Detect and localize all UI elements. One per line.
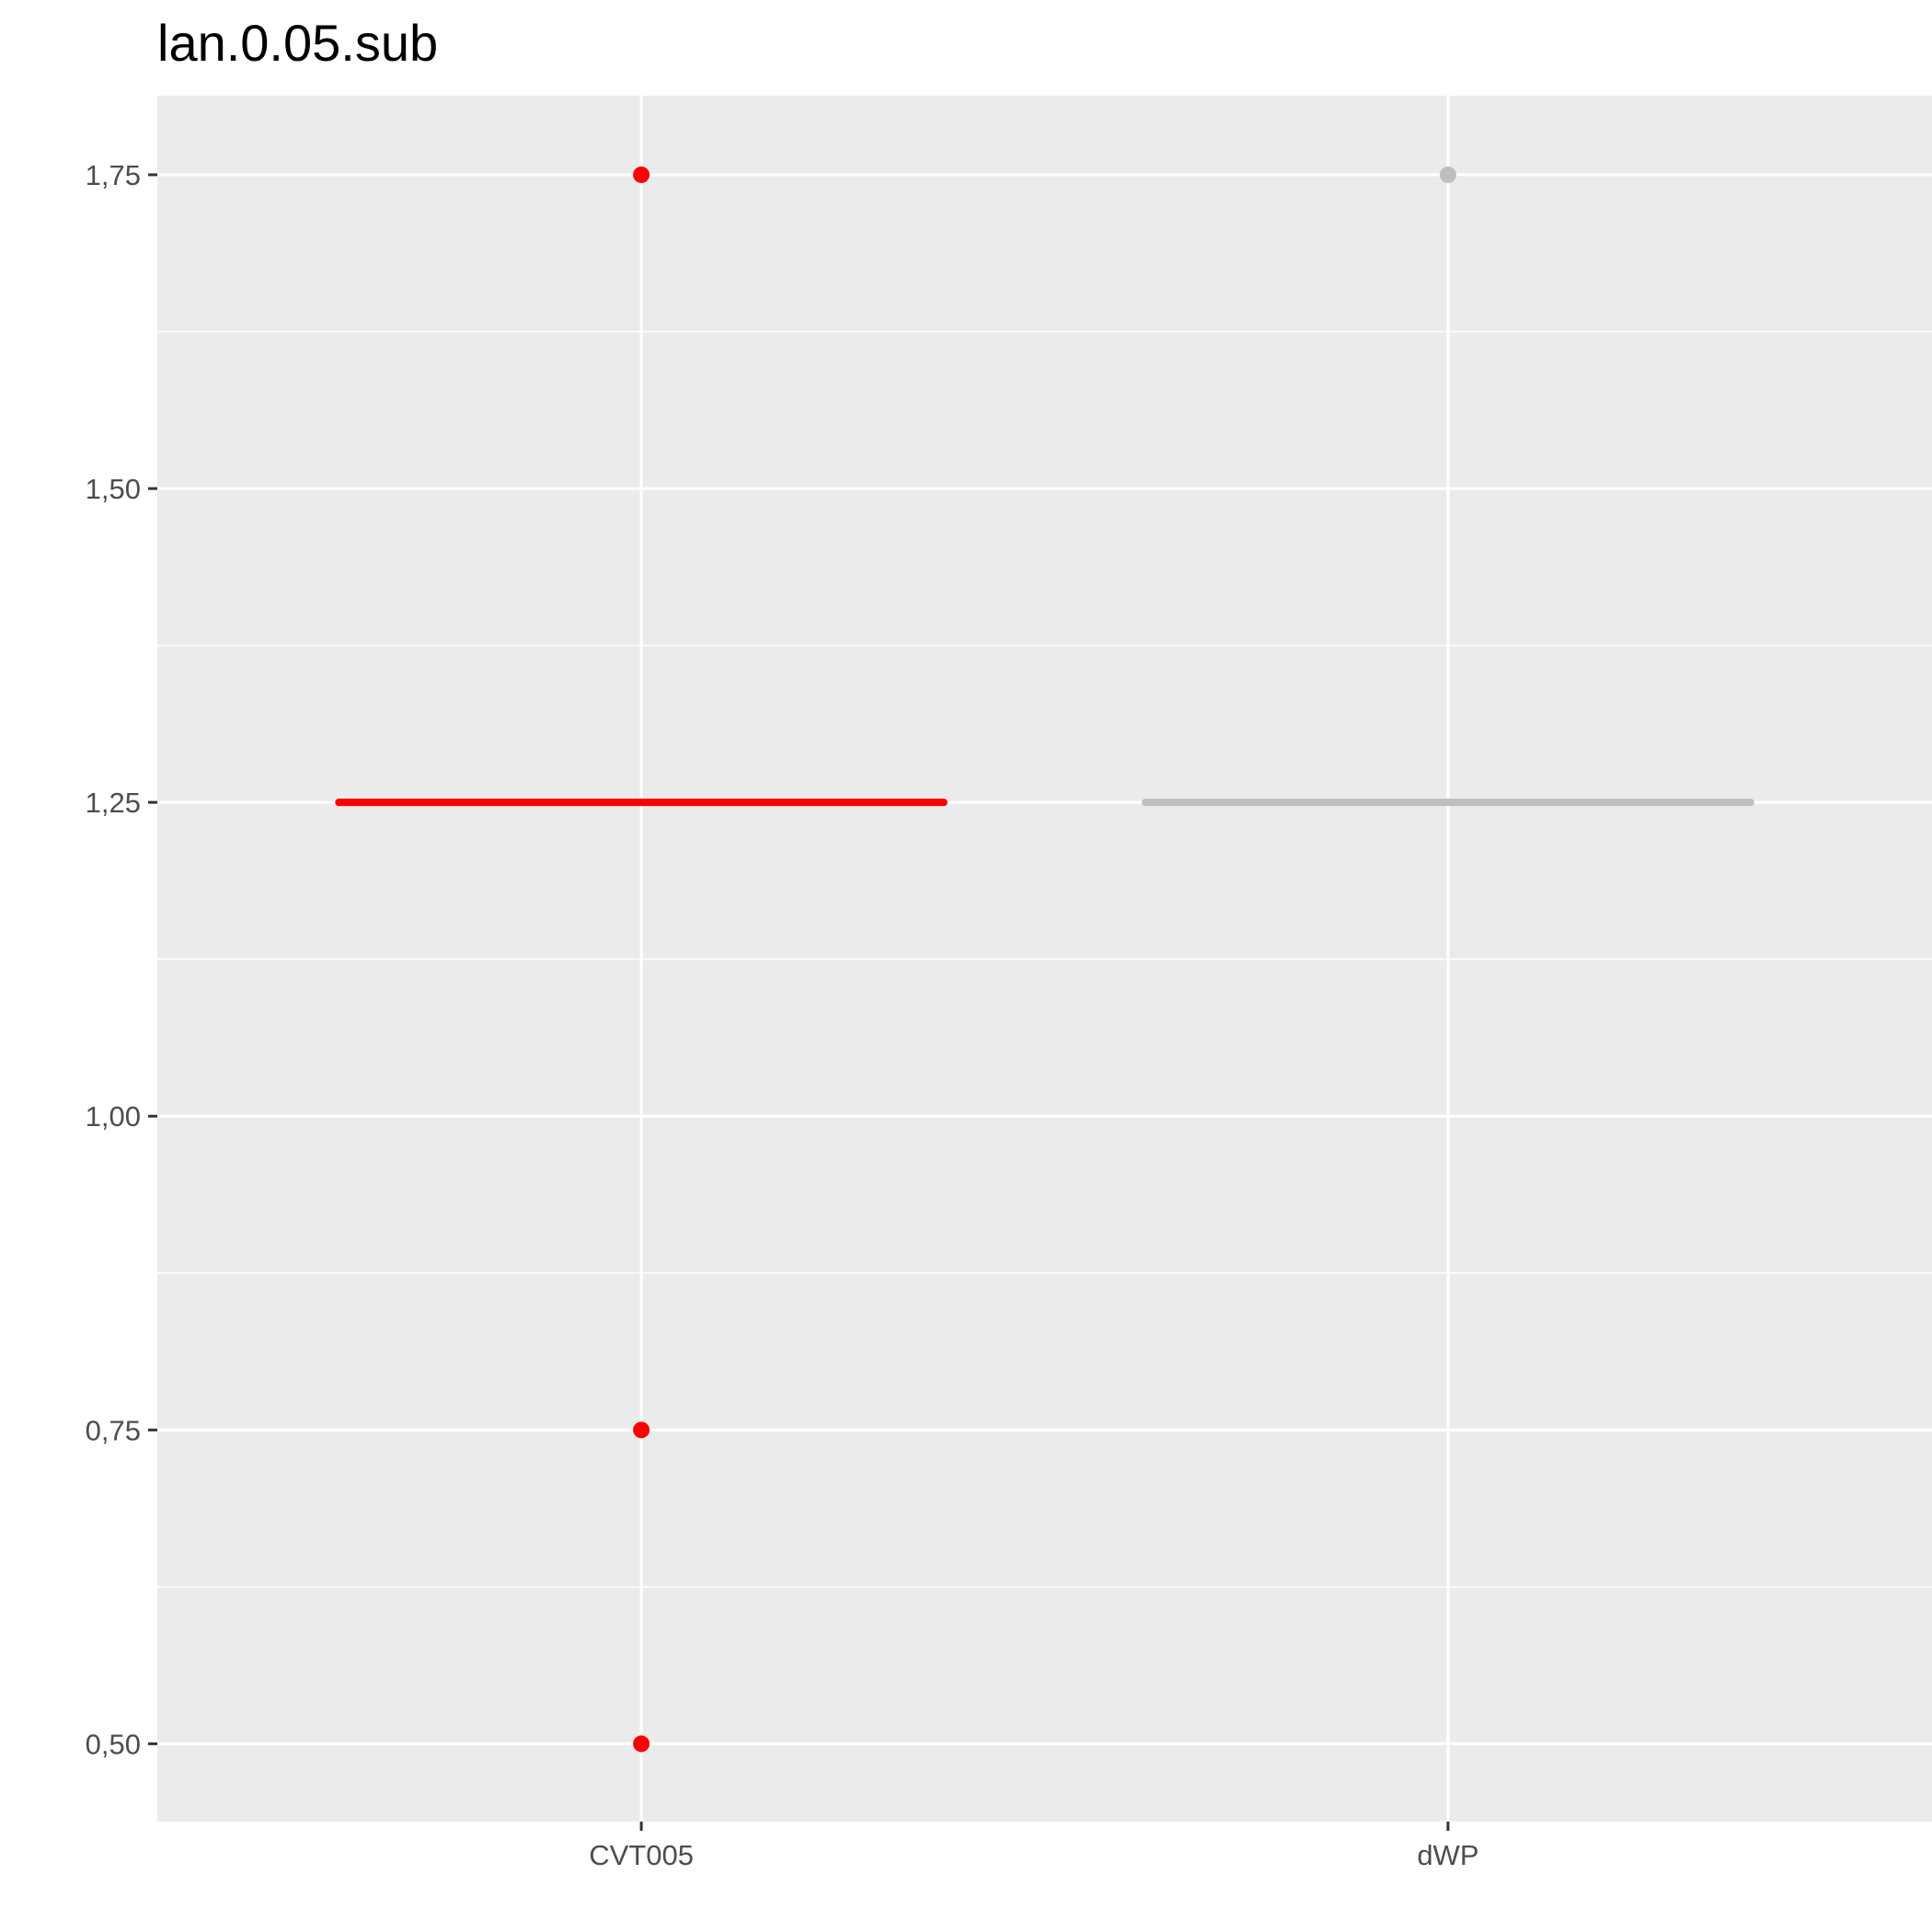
y-tick-label: 1,50 [86, 473, 141, 505]
major-gridlines [157, 96, 1932, 1822]
data-point [1439, 166, 1456, 183]
minor-gridlines [157, 330, 1932, 1588]
y-tick-label: 1,00 [86, 1100, 141, 1133]
data-point [633, 1421, 650, 1439]
y-tick-label: 1,25 [86, 787, 141, 819]
y-tick-label: 0,50 [86, 1728, 141, 1760]
data-point [633, 1735, 650, 1753]
x-tick-label: dWP [1417, 1839, 1478, 1871]
chart-title: lan.0.05.sub [157, 14, 439, 72]
y-axis: 0,50 0,75 1,00 1,25 1,50 1,75 [86, 159, 157, 1760]
x-tick-label: CVT005 [589, 1839, 694, 1871]
x-axis: CVT005 dWP [589, 1822, 1479, 1871]
data-point [633, 166, 650, 183]
y-tick-label: 0,75 [86, 1414, 141, 1446]
y-tick-label: 1,75 [86, 159, 141, 191]
data-marks [335, 166, 1754, 1753]
